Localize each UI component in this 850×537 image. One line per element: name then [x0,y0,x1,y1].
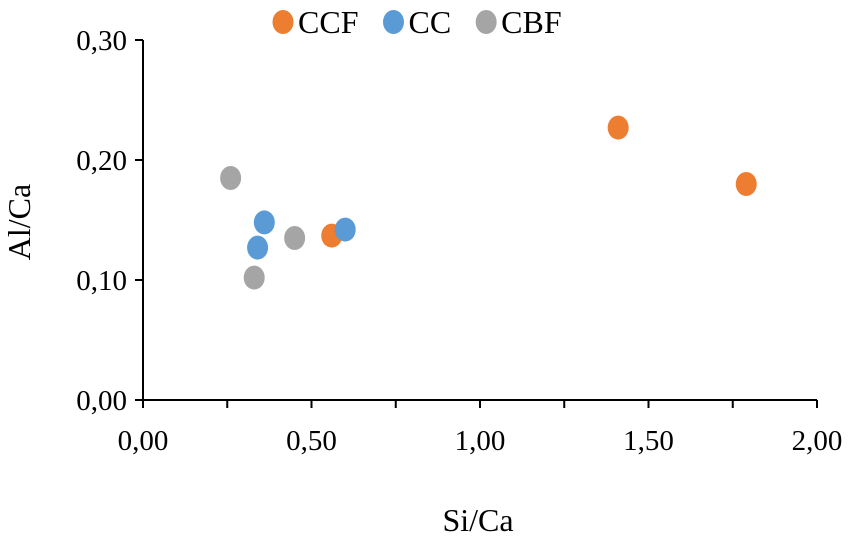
point-cc [247,235,269,260]
point-ccf [607,115,629,140]
legend-label-cbf: CBF [501,4,561,40]
y-tick-label: 0,10 [76,265,127,297]
legend-marker-ccf [272,10,294,34]
x-tick-label: 0,50 [286,425,337,457]
point-cc [253,210,275,235]
legend: CCF CC CBF [272,4,562,40]
point-cc [334,217,356,242]
legend-label-cc: CC [408,4,451,40]
x-axis-title: Si/Ca [442,502,513,537]
x-tick-label: 1,50 [623,425,674,457]
point-ccf [735,172,757,196]
x-tick-label: 2,00 [792,425,843,457]
y-tick-label: 0,30 [76,25,127,57]
legend-label-ccf: CCF [298,4,358,40]
x-tick-label: 1,00 [455,425,506,457]
data-points [220,115,757,290]
point-cbf [220,166,242,190]
point-cbf [284,226,306,250]
point-cbf [243,265,265,290]
y-tick-label: 0,00 [76,385,127,417]
legend-marker-cbf [475,10,497,34]
legend-marker-cc [382,10,404,34]
y-tick-label: 0,20 [76,145,127,177]
x-tick-label: 0,00 [118,425,169,457]
axes: 0,00 0,10 0,20 0,30 0,00 0,50 1,00 1,50 2,00 [76,25,842,457]
y-axis-title: Al/Ca [1,184,37,260]
